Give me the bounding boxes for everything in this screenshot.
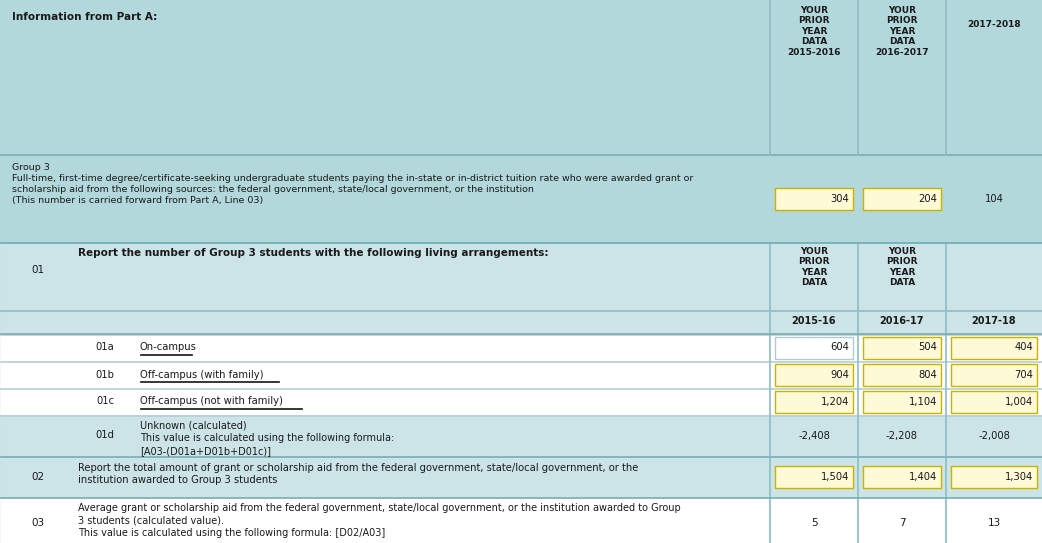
Text: Report the total amount of grant or scholarship aid from the federal government,: Report the total amount of grant or scho…: [78, 463, 639, 485]
Text: 2016-17: 2016-17: [879, 315, 924, 325]
Text: 704: 704: [1014, 369, 1033, 380]
Bar: [775, 466, 853, 488]
Text: 304: 304: [830, 194, 849, 204]
Text: 1,304: 1,304: [1004, 472, 1033, 482]
Text: Unknown (calculated)
This value is calculated using the following formula:
[A03-: Unknown (calculated) This value is calcu…: [140, 421, 394, 456]
Bar: [0, 243, 1042, 333]
Text: Information from Part A:: Information from Part A:: [13, 12, 157, 22]
Text: 904: 904: [830, 369, 849, 380]
Text: 7: 7: [898, 518, 905, 528]
Bar: [863, 363, 941, 386]
Text: 01d: 01d: [96, 431, 115, 440]
Text: 01: 01: [31, 265, 45, 275]
Bar: [0, 456, 1042, 498]
Bar: [951, 337, 1037, 358]
Text: 2017-2018: 2017-2018: [967, 20, 1021, 29]
Bar: [0, 361, 1042, 388]
Bar: [0, 388, 1042, 415]
Bar: [863, 390, 941, 413]
Bar: [0, 155, 1042, 243]
Bar: [951, 363, 1037, 386]
Text: 404: 404: [1014, 343, 1033, 352]
Text: 204: 204: [918, 194, 937, 204]
Text: YOUR
PRIOR
YEAR
DATA
2016-2017: YOUR PRIOR YEAR DATA 2016-2017: [875, 6, 928, 56]
Bar: [0, 154, 1042, 155]
Text: 03: 03: [31, 518, 45, 528]
Text: -2,408: -2,408: [798, 431, 829, 440]
Bar: [140, 354, 192, 355]
Bar: [0, 310, 1042, 333]
Bar: [775, 390, 853, 413]
Text: 2015-16: 2015-16: [792, 315, 837, 325]
Text: 504: 504: [918, 343, 937, 352]
Bar: [0, 456, 1042, 457]
Bar: [0, 310, 1042, 311]
Text: 01c: 01c: [96, 396, 114, 407]
Text: Average grant or scholarship aid from the federal government, state/local govern: Average grant or scholarship aid from th…: [78, 503, 680, 538]
Bar: [951, 390, 1037, 413]
Text: 804: 804: [918, 369, 937, 380]
Bar: [0, 361, 1042, 362]
Text: YOUR
PRIOR
YEAR
DATA
2015-2016: YOUR PRIOR YEAR DATA 2015-2016: [788, 6, 841, 56]
Bar: [775, 188, 853, 210]
Text: 1,104: 1,104: [909, 396, 937, 407]
Bar: [775, 337, 853, 358]
Text: 1,004: 1,004: [1004, 396, 1033, 407]
Text: -2,208: -2,208: [886, 431, 918, 440]
Text: 5: 5: [811, 518, 817, 528]
Text: -2,008: -2,008: [978, 431, 1010, 440]
Bar: [0, 388, 1042, 389]
Bar: [0, 497, 1042, 498]
Text: 1,204: 1,204: [821, 396, 849, 407]
Text: 01b: 01b: [96, 369, 115, 380]
Bar: [0, 415, 1042, 456]
Bar: [0, 242, 1042, 243]
Text: 01a: 01a: [96, 343, 115, 352]
Bar: [863, 188, 941, 210]
Text: Group 3
Full-time, first-time degree/certificate-seeking undergraduate students : Group 3 Full-time, first-time degree/cer…: [13, 163, 693, 205]
Text: Report the number of Group 3 students with the following living arrangements:: Report the number of Group 3 students wi…: [78, 248, 548, 258]
Text: 604: 604: [830, 343, 849, 352]
Bar: [775, 363, 853, 386]
Bar: [0, 498, 1042, 543]
Text: YOUR
PRIOR
YEAR
DATA: YOUR PRIOR YEAR DATA: [887, 247, 918, 287]
Bar: [140, 408, 302, 409]
Bar: [0, 0, 1042, 155]
Text: YOUR
PRIOR
YEAR
DATA: YOUR PRIOR YEAR DATA: [798, 247, 829, 287]
Text: Off-campus (not with family): Off-campus (not with family): [140, 396, 282, 407]
Text: On-campus: On-campus: [140, 343, 197, 352]
Bar: [0, 333, 1042, 334]
Text: 02: 02: [31, 472, 45, 482]
Bar: [863, 466, 941, 488]
Bar: [863, 337, 941, 358]
Bar: [951, 466, 1037, 488]
Text: 2017-18: 2017-18: [972, 315, 1016, 325]
Text: 1,504: 1,504: [821, 472, 849, 482]
Text: 1,404: 1,404: [909, 472, 937, 482]
Bar: [140, 381, 279, 382]
Bar: [0, 334, 1042, 361]
Bar: [0, 415, 1042, 416]
Text: 13: 13: [988, 518, 1000, 528]
Text: Off-campus (with family): Off-campus (with family): [140, 369, 264, 380]
Text: 104: 104: [985, 194, 1003, 204]
